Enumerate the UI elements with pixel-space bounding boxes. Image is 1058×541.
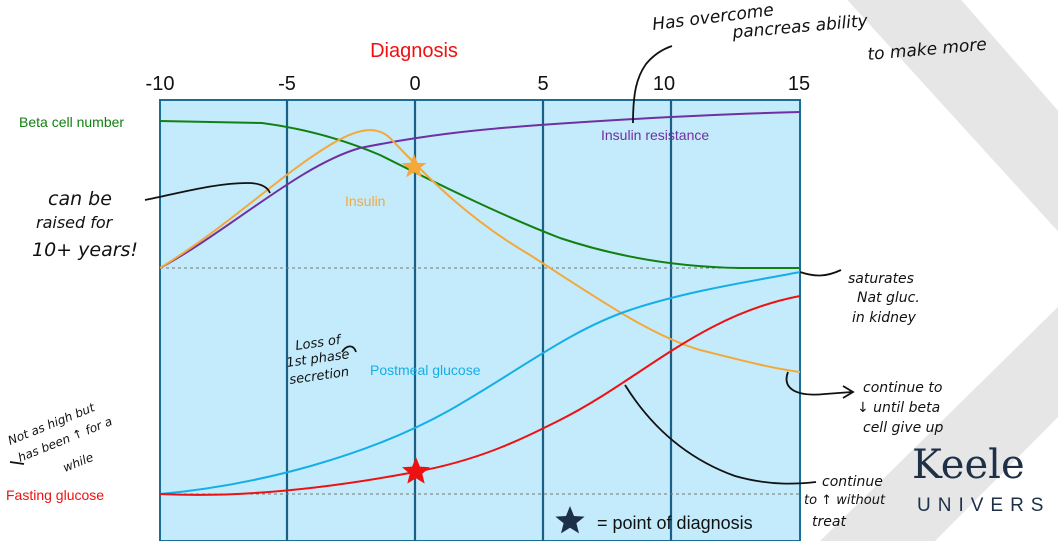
legend-star-icon — [555, 506, 585, 534]
diagnosis-title: Diagnosis — [370, 40, 458, 62]
tick-label: -10 — [146, 73, 175, 95]
tick-label: 0 — [409, 73, 420, 95]
annotation-left-line2: raised for — [36, 213, 114, 232]
tick-label: 5 — [537, 73, 548, 95]
annotation-left-line3: 10+ years! — [32, 239, 138, 261]
postmeal-glucose-curve — [159, 271, 801, 495]
fasting-glucose-label: Fasting glucose — [6, 487, 104, 503]
annotation-treat-line3: treat — [812, 514, 846, 530]
annotation-left-line1: can be — [48, 188, 112, 210]
background-chevron — [820, 0, 1058, 541]
annotation-continue-line1: continue to — [863, 380, 942, 396]
annotation-saturate-line1: saturates — [848, 271, 914, 287]
annotation-saturate-line3: in kidney — [852, 310, 917, 326]
insulin-label: Insulin — [345, 193, 385, 209]
insulin-curve — [159, 129, 801, 373]
reference-lines — [160, 267, 800, 495]
annotation-left-arrow — [144, 182, 271, 201]
insulin-diagnosis-star — [401, 154, 427, 178]
tick-label: 10 — [653, 73, 675, 95]
insulin-resistance-curve — [159, 111, 801, 269]
annotation-continue-arrowhead — [842, 385, 855, 399]
annotation-continue-line2: ↓ until beta — [857, 400, 940, 416]
legend-text: = point of diagnosis — [597, 513, 753, 533]
annotation-continue-arrow — [785, 371, 853, 396]
annotation-saturate-arrow — [799, 269, 842, 277]
fasting-glucose-curve — [159, 295, 801, 496]
axis-ticks: -10 -5 0 5 10 15 — [146, 73, 811, 95]
annotation-bottom-line3: while — [61, 450, 95, 475]
fasting-glucose-diagnosis-star — [402, 457, 430, 484]
annotation-continue-line3: cell give up — [863, 420, 944, 436]
tick-label: 15 — [788, 73, 810, 95]
annotation-top-arrow — [632, 45, 673, 124]
gridlines — [285, 100, 673, 541]
logo-subtext: UNIVERS — [917, 495, 1050, 516]
annotation-mid-swoosh — [341, 345, 357, 353]
annotation-saturate-line2: Nat gluc. — [857, 290, 920, 306]
annotation-treat-line1: continue — [822, 474, 883, 490]
annotation-treat-arrow — [624, 384, 817, 485]
annotation-bottom-arrow — [9, 461, 25, 465]
annotation-mid-line1: Loss of — [294, 332, 343, 354]
tick-label: -5 — [278, 73, 296, 95]
insulin-resistance-label: Insulin resistance — [601, 127, 709, 143]
postmeal-glucose-label: Postmeal glucose — [370, 362, 481, 378]
annotation-treat-line2: to ↑ without — [804, 493, 886, 508]
logo-wordmark: Keele — [912, 442, 1025, 488]
plot-panel — [159, 99, 801, 541]
beta-cell-curve — [159, 120, 800, 269]
keele-logo: Keele UNIVERS — [912, 442, 1050, 516]
beta-cell-label: Beta cell number — [19, 114, 124, 130]
